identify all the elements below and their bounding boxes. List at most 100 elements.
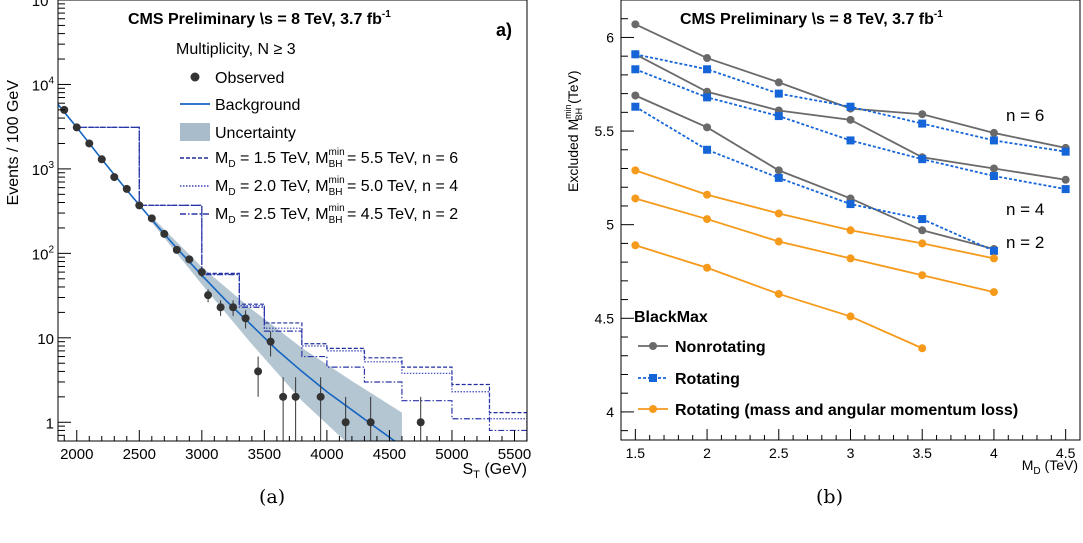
marker-loss [631, 166, 640, 175]
marker-loss [703, 263, 712, 272]
observed-point [254, 367, 263, 376]
y-tick-label: 103 [32, 160, 55, 179]
y-axis-label: Events / 100 GeV [5, 80, 22, 206]
y-axis-label: Excluded MminBH (TeV) [563, 70, 584, 192]
caption-b: (b) [816, 486, 843, 508]
marker-loss [631, 241, 640, 250]
observed-point [341, 418, 350, 427]
marker-loss [703, 215, 712, 224]
y-tick-label: 104 [32, 75, 55, 94]
marker-nonrotating [703, 54, 712, 63]
marker-rotating [918, 155, 927, 164]
y-tick-label: 4 [606, 404, 614, 420]
marker-rotating [631, 65, 640, 74]
x-tick-label: 3500 [248, 446, 281, 463]
observed-point [97, 155, 106, 164]
observed-point [147, 214, 156, 223]
observed-point [366, 418, 375, 427]
marker-rotating [846, 136, 855, 145]
marker-nonrotating [989, 164, 998, 173]
marker-nonrotating [703, 123, 712, 132]
x-tick-label: 2 [703, 445, 711, 461]
marker-loss [846, 312, 855, 321]
observed-point [172, 245, 181, 254]
marker-loss [846, 226, 855, 235]
marker-nonrotating [774, 166, 783, 175]
marker-rotating [846, 102, 855, 111]
observed-point [316, 392, 325, 401]
n-annotation-3: n = 2 [1006, 233, 1044, 252]
marker-rotating [774, 173, 783, 182]
legend-marker-rotating [649, 374, 657, 382]
observed-point [279, 392, 288, 401]
x-tick-label: 3000 [185, 446, 218, 463]
uncertainty-band [151, 216, 402, 441]
legend-marker-nonrotating [649, 342, 657, 350]
observed-point [204, 291, 213, 300]
x-tick-label: 3 [847, 445, 855, 461]
marker-loss [918, 271, 927, 280]
background-line [58, 103, 397, 441]
marker-rotating [846, 200, 855, 209]
legend-label-loss: Rotating (mass and angular momentum loss… [675, 402, 1018, 419]
marker-nonrotating [631, 20, 640, 29]
marker-rotating [989, 246, 998, 255]
panel-b-chart: 1.5 2 2.5 3 3.5 4 4.5 4 4.5 5 5.5 6 Excluded MminBH … [563, 0, 1081, 477]
observed-point [185, 255, 194, 264]
legend-title: BlackMax [634, 309, 708, 326]
y-tick-label: 5.5 [595, 123, 615, 139]
observed-point [266, 337, 275, 346]
multiplicity-label: Multiplicity, N ≥ 3 [176, 41, 296, 58]
marker-loss [989, 288, 998, 297]
n-annotation-2: n = 4 [1006, 200, 1044, 219]
observed-point [241, 314, 250, 323]
marker-nonrotating [989, 128, 998, 137]
legend-signal-label-2: MD = 2.0 TeV, Mmin BH = 5.0 TeV, n = 4 [215, 175, 458, 198]
observed-point [216, 303, 225, 312]
chart-title-b: CMS Preliminary \s = 8 TeV, 3.7 fb-1 [680, 9, 943, 28]
y-tick-label: 10 [37, 331, 54, 348]
x-tick-label: 4500 [373, 446, 406, 463]
marker-rotating [1061, 185, 1070, 194]
y-tick-label: 1 [46, 415, 54, 432]
x-tick-label: 1.5 [626, 445, 646, 461]
marker-nonrotating [918, 226, 927, 235]
legend-observed-marker [190, 72, 200, 82]
marker-loss [918, 239, 927, 248]
y-tick-label: 6 [606, 29, 614, 45]
marker-rotating [703, 145, 712, 154]
marker-loss [774, 289, 783, 298]
signal-histogram-1 [76, 126, 527, 441]
legend-signal-label-1: MD = 1.5 TeV, Mmin BH = 5.5 TeV, n = 6 [215, 147, 458, 170]
legend-background-label: Background [215, 97, 300, 114]
n-annotation-1: n = 6 [1006, 106, 1044, 125]
signal-histogram-2 [76, 126, 527, 441]
panel-a-chart: 2000 2500 3000 3500 4000 4500 5000 5500 1 10 102 10… [5, 0, 531, 481]
chart-title-a: CMS Preliminary \s = 8 TeV, 3.7 fb-1 [128, 9, 391, 28]
marker-rotating [1061, 147, 1070, 156]
marker-loss [846, 254, 855, 263]
observed-point [291, 392, 300, 401]
x-tick-label: 4 [990, 445, 998, 461]
marker-nonrotating [774, 78, 783, 87]
marker-rotating [631, 102, 640, 111]
x-tick-label: 2.5 [769, 445, 789, 461]
observed-point [72, 123, 81, 132]
marker-nonrotating [631, 91, 640, 100]
panel-tag: a) [496, 20, 512, 40]
legend-signal-label-3: MD = 2.5 TeV, Mmin BH = 4.5 TeV, n = 2 [215, 203, 458, 226]
legend-observed-label: Observed [215, 70, 284, 87]
marker-rotating [774, 112, 783, 121]
x-tick-label: 5000 [435, 446, 468, 463]
series-line-nonrotating-3 [634, 94, 995, 250]
x-tick-label: 2000 [60, 446, 93, 463]
marker-rotating [989, 136, 998, 145]
marker-rotating [631, 50, 640, 59]
marker-loss [774, 209, 783, 218]
series-line-nonrotating-1 [634, 23, 1066, 149]
y-tick-label: 4.5 [595, 310, 615, 326]
observed-point [110, 173, 119, 182]
caption-a: (a) [259, 486, 286, 508]
legend-label-nonrotating: Nonrotating [675, 339, 766, 356]
